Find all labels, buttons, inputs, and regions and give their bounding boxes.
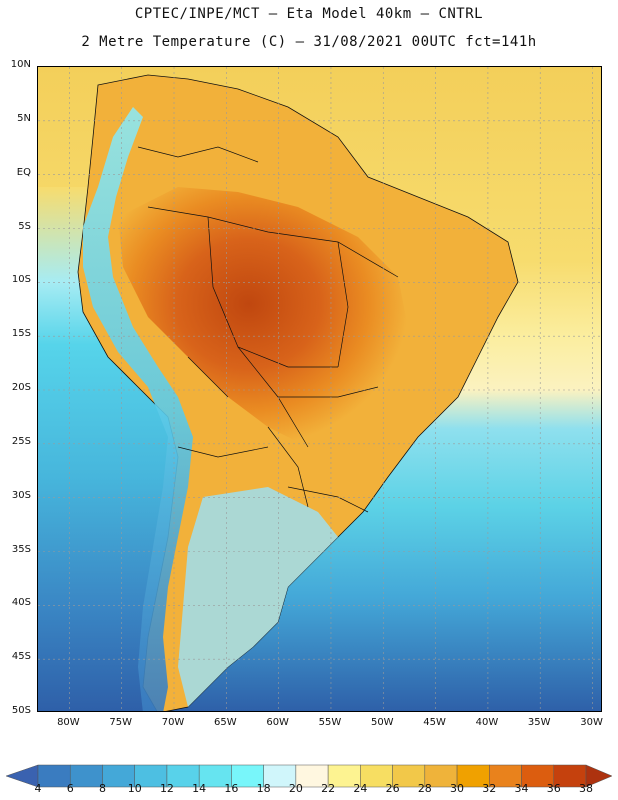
andes-cold-strip: [83, 107, 193, 711]
colorbar-tick-label: 10: [127, 782, 142, 795]
colorbar-tick-label: 32: [482, 782, 497, 795]
lon-label: 45W: [423, 717, 446, 728]
lat-label: 20S: [11, 382, 31, 393]
lat-label: 40S: [11, 597, 31, 609]
lon-label: 40W: [475, 717, 499, 728]
colorbar-tick-label: 20: [288, 782, 303, 795]
hot-interior-region: [118, 187, 408, 447]
lat-label: 35S: [11, 543, 31, 555]
lat-label: EQ: [16, 166, 31, 178]
lon-label: 70W: [161, 717, 185, 728]
lat-label: 15S: [11, 328, 31, 340]
colorbar-arrow-high: [585, 764, 613, 788]
lon-label: 30W: [580, 717, 603, 728]
colorbar-tick-label: 12: [159, 782, 174, 795]
temperature-field: [38, 67, 601, 711]
colorbar-tick-label: 36: [546, 782, 561, 795]
colorbar-tick-label: 38: [579, 782, 593, 795]
colorbar-tick-label: 4: [34, 782, 42, 795]
map-title-line-2: 2 Metre Temperature (C) – 31/08/2021 00U…: [81, 34, 537, 50]
lat-label: 10S: [11, 274, 31, 286]
colorbar-tick-label: 22: [321, 782, 336, 795]
colorbar-tick-label: 6: [66, 782, 74, 795]
lat-label: 5S: [18, 220, 31, 232]
colorbar-swatches: [5, 764, 613, 788]
country-borders: [137, 146, 399, 513]
lon-label: 55W: [318, 717, 342, 728]
colorbar-tick-label: 34: [514, 782, 529, 795]
lon-label: 60W: [266, 717, 289, 728]
colorbar-tick-label: 26: [385, 782, 400, 795]
lon-label: 50W: [370, 717, 394, 728]
lat-label: 5N: [17, 112, 31, 124]
lat-label: 10N: [10, 59, 31, 70]
colorbar-tick-label: 30: [450, 782, 465, 795]
map-title-line-1: CPTEC/INPE/MCT – Eta Model 40km – CNTRL: [134, 6, 484, 22]
colorbar-tick-label: 14: [192, 782, 207, 795]
temperature-map: [37, 66, 602, 712]
lon-label: 35W: [527, 717, 551, 728]
colorbar-tick-label: 28: [417, 782, 432, 795]
graticule: [38, 67, 601, 711]
colorbar-tick-label: 24: [353, 782, 368, 795]
lon-label: 65W: [214, 717, 237, 728]
lat-label: 50S: [11, 705, 31, 716]
colorbar-tick-label: 18: [256, 782, 271, 795]
lat-label: 25S: [11, 435, 31, 447]
lon-label: 80W: [57, 717, 80, 728]
lat-label: 45S: [11, 651, 31, 663]
colorbar-tick-label: 16: [224, 782, 239, 795]
colorbar-tick-label: 8: [98, 782, 106, 795]
southern-cone-cool: [178, 487, 338, 707]
lon-label: 75W: [109, 717, 133, 728]
lat-label: 30S: [11, 489, 31, 501]
